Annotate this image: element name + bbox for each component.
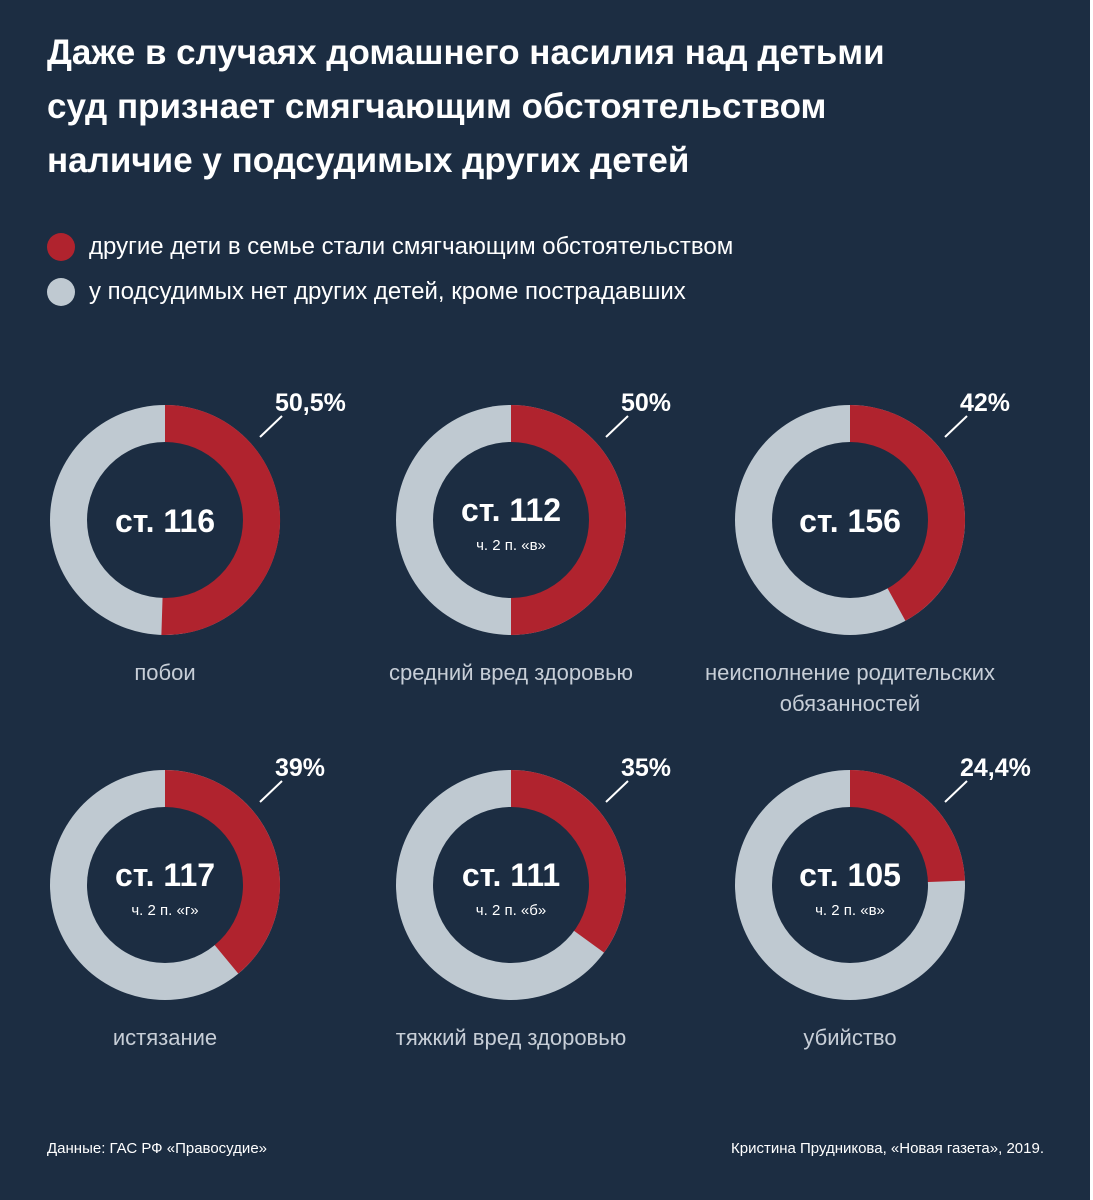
percent-label: 35% — [621, 754, 671, 782]
percent-label: 50% — [621, 389, 671, 417]
percent-leader-line — [944, 415, 968, 438]
percent-label: 24,4% — [960, 754, 1031, 782]
article-label: ст. 116 — [115, 503, 215, 539]
article-label: ст. 117 — [115, 857, 215, 893]
percent-label: 50,5% — [275, 389, 346, 417]
category-label: тяжкий вред здоровью — [396, 1025, 626, 1050]
percent-leader-line — [944, 780, 968, 803]
source-note: Данные: ГАС РФ «Правосудие» — [47, 1140, 267, 1157]
article-detail-label: ч. 2 п. «г» — [131, 902, 198, 919]
article-label: ст. 112 — [461, 492, 561, 528]
legend-swatch-red — [47, 233, 75, 261]
legend-label: у подсудимых нет других детей, кроме пос… — [89, 278, 686, 305]
title-line: Даже в случаях домашнего насилия над дет… — [47, 33, 885, 72]
article-detail-label: ч. 2 п. «в» — [476, 537, 546, 554]
legend-item-no-other-children: у подсудимых нет других детей, кроме пос… — [47, 275, 686, 309]
category-label: побои — [134, 660, 195, 685]
donut-hole — [87, 442, 243, 598]
article-detail-label: ч. 2 п. «в» — [815, 902, 885, 919]
article-label: ст. 156 — [799, 503, 901, 539]
article-label: ст. 105 — [799, 857, 901, 893]
donut-hole — [772, 442, 928, 598]
percent-leader-line — [605, 780, 629, 803]
article-detail-label: ч. 2 п. «б» — [476, 902, 546, 919]
title-line: наличие у подсудимых других детей — [47, 141, 690, 180]
percent-leader-line — [259, 415, 283, 438]
legend-label: другие дети в семье стали смягчающим обс… — [89, 233, 734, 260]
category-label: неисполнение родительских — [705, 660, 995, 685]
chart-title: Даже в случаях домашнего насилия над дет… — [47, 26, 1047, 188]
legend-item-mitigating: другие дети в семье стали смягчающим обс… — [47, 230, 733, 264]
donut-hole — [87, 807, 243, 963]
category-label: средний вред здоровью — [389, 660, 633, 685]
category-label: истязание — [113, 1025, 217, 1050]
percent-leader-line — [605, 415, 629, 438]
donut-hole — [433, 807, 589, 963]
percent-leader-line — [259, 780, 283, 803]
percent-label: 39% — [275, 754, 325, 782]
donut-hole — [433, 442, 589, 598]
article-label: ст. 111 — [462, 857, 560, 893]
title-line: суд признает смягчающим обстоятельством — [47, 87, 827, 126]
author-credit: Кристина Прудникова, «Новая газета», 201… — [730, 1140, 1044, 1157]
category-label: обязанностей — [780, 691, 920, 716]
category-label: убийство — [803, 1025, 896, 1050]
legend-swatch-gray — [47, 278, 75, 306]
percent-label: 42% — [960, 389, 1010, 417]
donut-hole — [772, 807, 928, 963]
